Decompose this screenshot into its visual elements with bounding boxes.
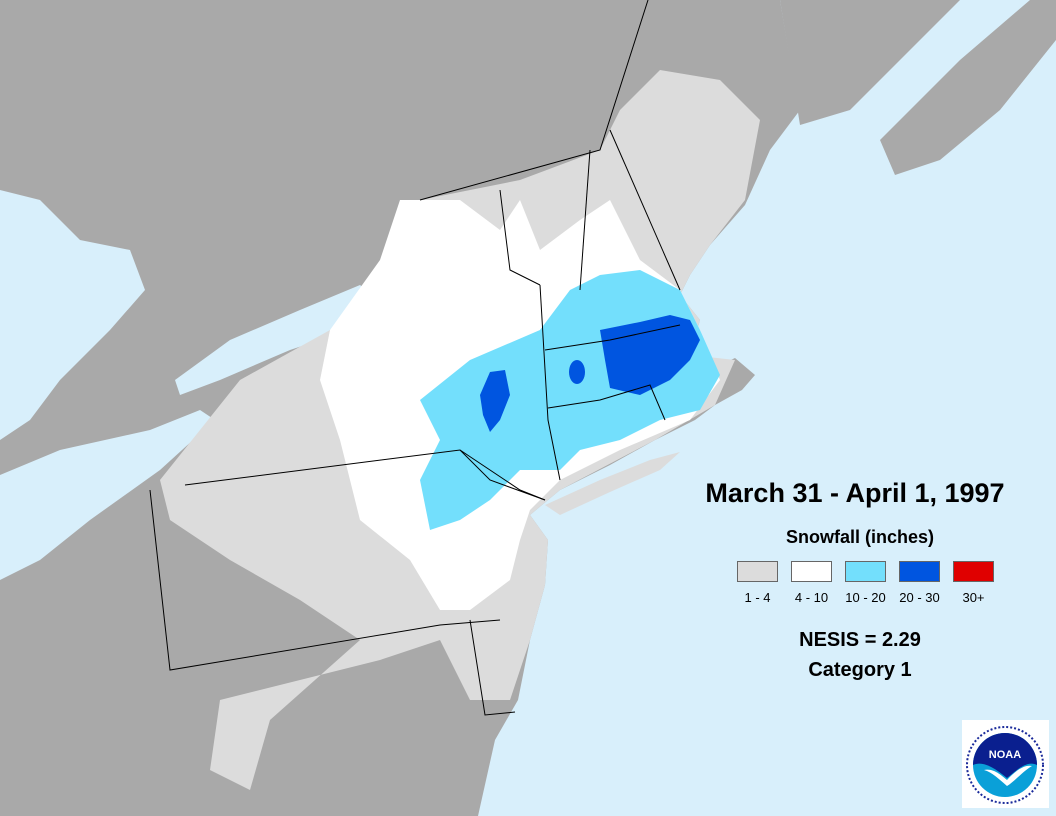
legend-item-10-20: 10 - 20 (845, 561, 886, 605)
noaa-logo-icon: NOAA (966, 726, 1044, 804)
legend-item-20-30: 20 - 30 (899, 561, 940, 605)
nesis-info: NESIS = 2.29 Category 1 (740, 625, 980, 685)
land-new-brunswick (780, 0, 960, 125)
lake-huron-georgian (0, 190, 145, 440)
lake-ontario (175, 285, 380, 395)
legend-swatch (737, 561, 778, 582)
land-long-island (545, 452, 680, 515)
legend: 1 - 4 4 - 10 10 - 20 20 - 30 30+ (737, 561, 1007, 605)
legend-swatch (899, 561, 940, 582)
snowfall-20-30-region (600, 315, 700, 395)
map-title: March 31 - April 1, 1997 (705, 478, 1005, 508)
nesis-value: NESIS = 2.29 (799, 629, 921, 651)
legend-swatch (791, 561, 832, 582)
state-borders (149, 0, 681, 716)
legend-label: 30+ (962, 590, 985, 605)
legend-item-30-plus: 30+ (953, 561, 994, 605)
legend-swatch (845, 561, 886, 582)
snowfall-20-30-blob (480, 370, 510, 432)
noaa-logo: NOAA (962, 720, 1049, 808)
legend-title: Snowfall (inches) (785, 527, 935, 547)
legend-label: 10 - 20 (845, 590, 886, 605)
snowfall-20-30-blob (569, 360, 585, 384)
legend-item-1-4: 1 - 4 (737, 561, 778, 605)
legend-label: 20 - 30 (899, 590, 940, 605)
svg-text:NOAA: NOAA (989, 749, 1021, 761)
legend-label: 1 - 4 (744, 590, 771, 605)
legend-swatch (953, 561, 994, 582)
legend-label: 4 - 10 (794, 590, 829, 605)
legend-item-4-10: 4 - 10 (791, 561, 832, 605)
land-nova-scotia (880, 0, 1056, 175)
lake-erie (0, 410, 215, 580)
nesis-category: Category 1 (808, 659, 912, 681)
